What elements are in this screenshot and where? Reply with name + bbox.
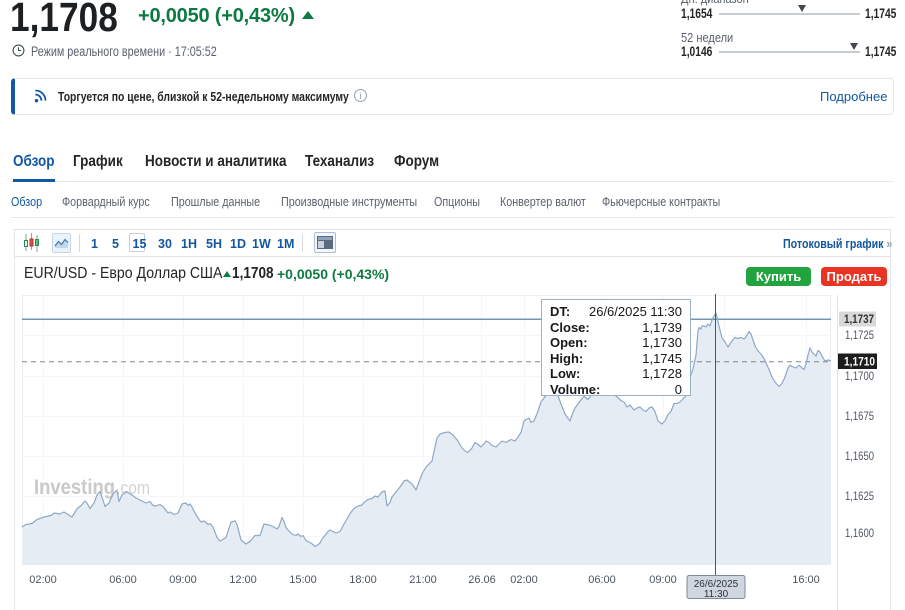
svg-text:1,1625: 1,1625 bbox=[845, 491, 874, 503]
svg-text:11:30: 11:30 bbox=[704, 589, 729, 600]
svg-text:18:00: 18:00 bbox=[349, 574, 377, 586]
svg-text:09:00: 09:00 bbox=[169, 574, 197, 586]
svg-text:21:00: 21:00 bbox=[409, 574, 437, 586]
svg-text:26/6/2025: 26/6/2025 bbox=[694, 579, 739, 590]
svg-text:Investing: Investing bbox=[34, 476, 115, 499]
svg-text:1,1675: 1,1675 bbox=[845, 411, 874, 423]
svg-text:1,1650: 1,1650 bbox=[845, 451, 874, 463]
svg-text:02:00: 02:00 bbox=[510, 574, 538, 586]
svg-text:02:00: 02:00 bbox=[29, 574, 57, 586]
svg-text:1,1737: 1,1737 bbox=[844, 314, 874, 326]
svg-text:06:00: 06:00 bbox=[109, 574, 137, 586]
svg-text:16:00: 16:00 bbox=[792, 574, 820, 586]
svg-text:06:00: 06:00 bbox=[588, 574, 616, 586]
svg-text:1,1710: 1,1710 bbox=[844, 357, 875, 369]
svg-text:12:00: 12:00 bbox=[229, 574, 257, 586]
svg-text:09:00: 09:00 bbox=[649, 574, 677, 586]
svg-text:15:00: 15:00 bbox=[289, 574, 317, 586]
svg-text:26.06: 26.06 bbox=[468, 574, 496, 586]
svg-text:1,1725: 1,1725 bbox=[845, 330, 874, 342]
svg-text:1,1600: 1,1600 bbox=[845, 528, 874, 540]
svg-text:1,1700: 1,1700 bbox=[845, 371, 874, 383]
